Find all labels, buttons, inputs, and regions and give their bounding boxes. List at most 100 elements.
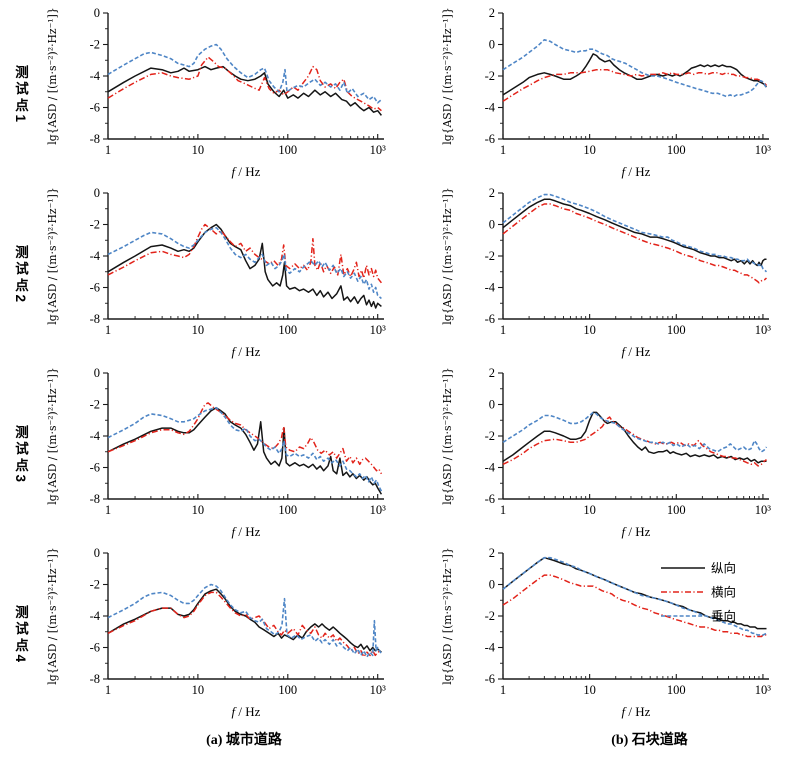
x-axis-label: f / Hz: [232, 344, 261, 359]
x-tick-label: 10³: [370, 683, 387, 697]
y-tick-label: -2: [485, 69, 495, 83]
x-tick-label: 10: [583, 323, 596, 337]
series-line-横向: [502, 574, 767, 638]
subplot-cell-b4: 1 10 100 10³ 2 0 -2 -4 -6 lg{ASD / [(m·s⁻²)²·Hz⁻¹…: [390, 545, 795, 725]
y-tick-label: -2: [90, 398, 100, 412]
x-tick-label: 1: [105, 683, 111, 697]
subplot-cell-a4: 1 10 100 10³ 0 -2 -4 -6 -8 lg{ASD / [(m·s⁻²)²·Hz⁻…: [40, 545, 390, 725]
x-tick-label: 1: [500, 503, 506, 517]
x-tick-label: 100: [667, 323, 686, 337]
x-tick-label: 10: [192, 683, 205, 697]
y-axis-label: lg{ASD / [(m·s⁻²)²·Hz⁻¹]}: [441, 187, 454, 324]
x-tick-label: 10: [583, 143, 596, 157]
series-line-垂向: [502, 193, 768, 273]
y-tick-label: 0: [94, 6, 100, 20]
y-axis-label: lg{ASD / [(m·s⁻²)²·Hz⁻¹]}: [46, 547, 59, 684]
subplot-a3-urban-road-point3: 1 10 100 10³ 0 -2 -4 -6 -8 lg{ASD / [(m·s⁻²)²·Hz⁻…: [46, 366, 387, 539]
y-tick-label: -8: [90, 312, 100, 326]
row-label-test-point-3: 测试点3: [0, 365, 40, 545]
y-tick-label: 0: [489, 578, 495, 592]
y-axis-label: lg{ASD / [(m·s⁻²)²·Hz⁻¹]}: [46, 7, 59, 144]
x-axis-label: f / Hz: [622, 344, 651, 359]
series-line-纵向: [107, 588, 382, 653]
y-tick-label: -2: [485, 609, 495, 623]
y-tick-label: 2: [489, 6, 495, 20]
y-tick-label: 0: [94, 366, 100, 380]
series-line-横向: [107, 223, 382, 284]
series-line-纵向: [502, 556, 767, 630]
series-line-垂向: [107, 583, 383, 658]
x-tick-label: 1: [500, 323, 506, 337]
row-label-text: 测试点1: [13, 64, 28, 125]
y-axis-label: lg{ASD / [(m·s⁻²)²·Hz⁻¹]}: [441, 367, 454, 504]
series-line-纵向: [107, 406, 383, 495]
subplot-cell-a1: 1 10 100 10³ 0 -2 -4 -6 -8 lg{ASD / [(m·s⁻²)²·Hz⁻…: [40, 5, 390, 185]
y-tick-label: 0: [94, 546, 100, 560]
y-axis-label: lg{ASD / [(m·s⁻²)²·Hz⁻¹]}: [441, 7, 454, 144]
y-tick-label: -6: [485, 132, 495, 146]
row-label-text: 测试点2: [13, 244, 28, 305]
y-tick-label: 0: [489, 38, 495, 52]
y-tick-label: -4: [90, 69, 101, 83]
x-tick-label: 1: [500, 143, 506, 157]
y-tick-label: -2: [90, 38, 100, 52]
subplot-b3-stone-road-point3: 1 10 100 10³ 2 0 -2 -4 -6 lg{ASD / [(m·s⁻²)²·Hz⁻¹…: [441, 366, 771, 539]
y-tick-label: 2: [489, 366, 495, 380]
subplot-cell-a3: 1 10 100 10³ 0 -2 -4 -6 -8 lg{ASD / [(m·s⁻²)²·Hz⁻…: [40, 365, 390, 545]
y-tick-label: -2: [485, 249, 495, 263]
x-axis-label: f / Hz: [622, 524, 651, 539]
subplot-b1-stone-road-point1: 1 10 100 10³ 2 0 -2 -4 -6 lg{ASD / [(m·s⁻²)²·Hz⁻¹…: [441, 6, 772, 179]
series-line-横向: [107, 402, 383, 475]
x-tick-label: 100: [667, 683, 686, 697]
y-tick-label: -6: [485, 312, 495, 326]
series-line-纵向: [502, 53, 768, 96]
x-tick-label: 10³: [755, 323, 772, 337]
y-axis-label: lg{ASD / [(m·s⁻²)²·Hz⁻¹]}: [46, 187, 59, 324]
y-tick-label: -6: [90, 281, 100, 295]
series-line-垂向: [502, 411, 768, 453]
x-tick-label: 100: [667, 143, 686, 157]
y-tick-label: 2: [489, 546, 495, 560]
subplot-b2-stone-road-point2: 1 10 100 10³ 2 0 -2 -4 -6 lg{ASD / [(m·s⁻²)²·Hz⁻¹…: [441, 186, 772, 359]
x-tick-label: 100: [278, 143, 297, 157]
row-label-test-point-4: 测试点4: [0, 545, 40, 725]
x-tick-label: 10³: [755, 143, 772, 157]
legend-label-垂向: 垂向: [711, 609, 736, 624]
x-axis-label: f / Hz: [232, 164, 261, 179]
series-line-垂向: [107, 226, 382, 300]
y-tick-label: -8: [90, 492, 100, 506]
x-tick-label: 10³: [755, 683, 772, 697]
x-tick-label: 10³: [370, 323, 387, 337]
x-tick-label: 10³: [370, 503, 387, 517]
x-tick-label: 100: [667, 503, 686, 517]
legend-label-横向: 横向: [711, 585, 736, 600]
y-tick-label: -6: [90, 101, 100, 115]
y-tick-label: 0: [94, 186, 100, 200]
series-line-纵向: [502, 198, 767, 267]
x-tick-label: 100: [278, 683, 297, 697]
series-line-横向: [502, 68, 768, 102]
x-tick-label: 1: [105, 323, 111, 337]
figure-row-2: 测试点2 1 10 100 10³ 0 -2 -4 -6 -8 lg{ASD / [(m·s⁻²)…: [0, 185, 795, 365]
y-tick-label: 0: [489, 398, 495, 412]
y-tick-label: -2: [90, 218, 100, 232]
x-tick-label: 10³: [370, 143, 387, 157]
y-tick-label: -6: [485, 492, 495, 506]
x-axis-label: f / Hz: [232, 524, 261, 539]
x-tick-label: 10: [583, 683, 596, 697]
series-line-垂向: [502, 38, 768, 98]
y-tick-label: -4: [485, 101, 496, 115]
y-tick-label: -8: [90, 132, 100, 146]
subplot-a1-urban-road-point1: 1 10 100 10³ 0 -2 -4 -6 -8 lg{ASD / [(m·s⁻²)²·Hz⁻…: [46, 6, 387, 179]
subplot-cell-b3: 1 10 100 10³ 2 0 -2 -4 -6 lg{ASD / [(m·s⁻²)²·Hz⁻¹…: [390, 365, 795, 545]
y-tick-label: -4: [90, 249, 101, 263]
series-line-横向: [107, 56, 382, 112]
subplot-cell-b2: 1 10 100 10³ 2 0 -2 -4 -6 lg{ASD / [(m·s⁻²)²·Hz⁻¹…: [390, 185, 795, 365]
series-line-横向: [107, 591, 382, 658]
subplot-a4-urban-road-point4: 1 10 100 10³ 0 -2 -4 -6 -8 lg{ASD / [(m·s⁻²)²·Hz⁻…: [46, 546, 387, 719]
y-axis-label: lg{ASD / [(m·s⁻²)²·Hz⁻¹]}: [46, 367, 59, 504]
y-tick-label: -2: [90, 578, 100, 592]
subplot-cell-b1: 1 10 100 10³ 2 0 -2 -4 -6 lg{ASD / [(m·s⁻²)²·Hz⁻¹…: [390, 5, 795, 185]
y-tick-label: -2: [485, 429, 495, 443]
